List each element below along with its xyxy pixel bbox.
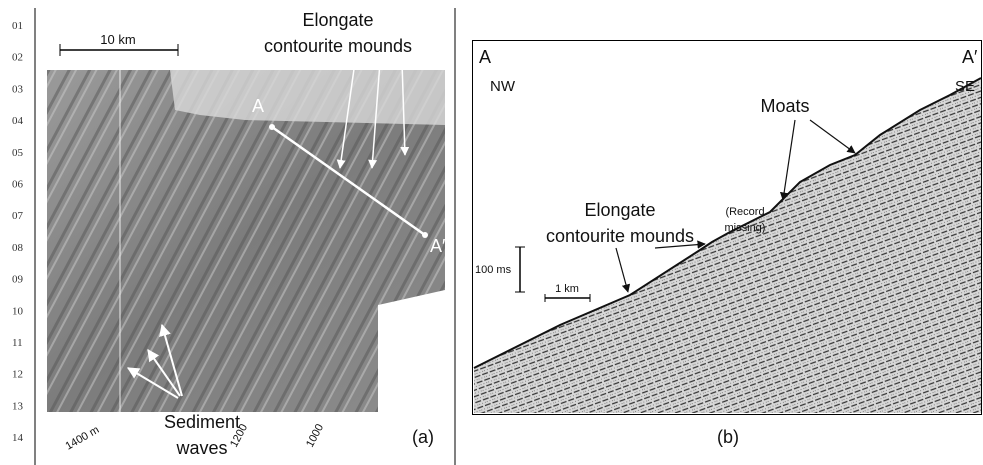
line-number: 10: [12, 305, 24, 317]
point-label: A′: [430, 236, 446, 256]
figure: 01 02 03 04 05 06 07 08 09 10 11 12 13 14 10 km Elong…: [0, 0, 983, 465]
line-numbers: 01 02 03 04 05 06 07 08 09 10 11 12 13 14: [12, 20, 24, 444]
line-number: 11: [12, 337, 23, 349]
label: Moats: [760, 96, 809, 116]
line-number: 04: [12, 115, 24, 127]
direction: NW: [490, 78, 516, 95]
label: Elongate: [302, 10, 373, 30]
scale-label: 1 km: [555, 283, 579, 295]
contour-label: 1400 m: [64, 424, 102, 453]
label: Elongate: [584, 200, 655, 220]
page: {"line_numbers": ["01","02","03","04","0…: [0, 0, 983, 465]
line-number: 08: [12, 242, 24, 254]
caption: (b): [717, 427, 739, 447]
profile-end: [422, 232, 428, 238]
panel-a: 10 km Elongate contourite mounds A A′ Se…: [35, 8, 455, 465]
caption: (a): [412, 427, 434, 447]
label: contourite mounds: [546, 226, 694, 246]
profile-end: [269, 124, 275, 130]
label: Sediment: [164, 412, 240, 432]
direction: SE: [955, 78, 975, 95]
label: missing): [725, 222, 766, 234]
scale-label: 100 ms: [475, 264, 512, 276]
line-number: 12: [12, 369, 23, 381]
arrow: [810, 120, 855, 153]
image-gap: [378, 290, 445, 412]
line-number: 09: [12, 274, 24, 286]
line-number: 03: [12, 83, 24, 95]
point-label: A: [252, 96, 264, 116]
label: contourite mounds: [264, 36, 412, 56]
line-number: 14: [12, 432, 24, 444]
scale-label: 10 km: [100, 32, 135, 47]
panel-b: A NW A′ SE Moats Elongate contourite mou…: [473, 41, 982, 448]
label: (Record: [725, 206, 764, 218]
line-number: 13: [12, 400, 24, 412]
label: waves: [175, 438, 227, 458]
contour-label: 1000: [304, 422, 326, 449]
line-number: 07: [12, 210, 24, 222]
line-number: 05: [12, 147, 24, 159]
line-number: 01: [12, 20, 23, 32]
line-number: 06: [12, 179, 24, 191]
line-number: 02: [12, 52, 23, 64]
point-label: A: [479, 47, 491, 67]
arrow: [616, 248, 628, 292]
point-label: A′: [962, 47, 978, 67]
